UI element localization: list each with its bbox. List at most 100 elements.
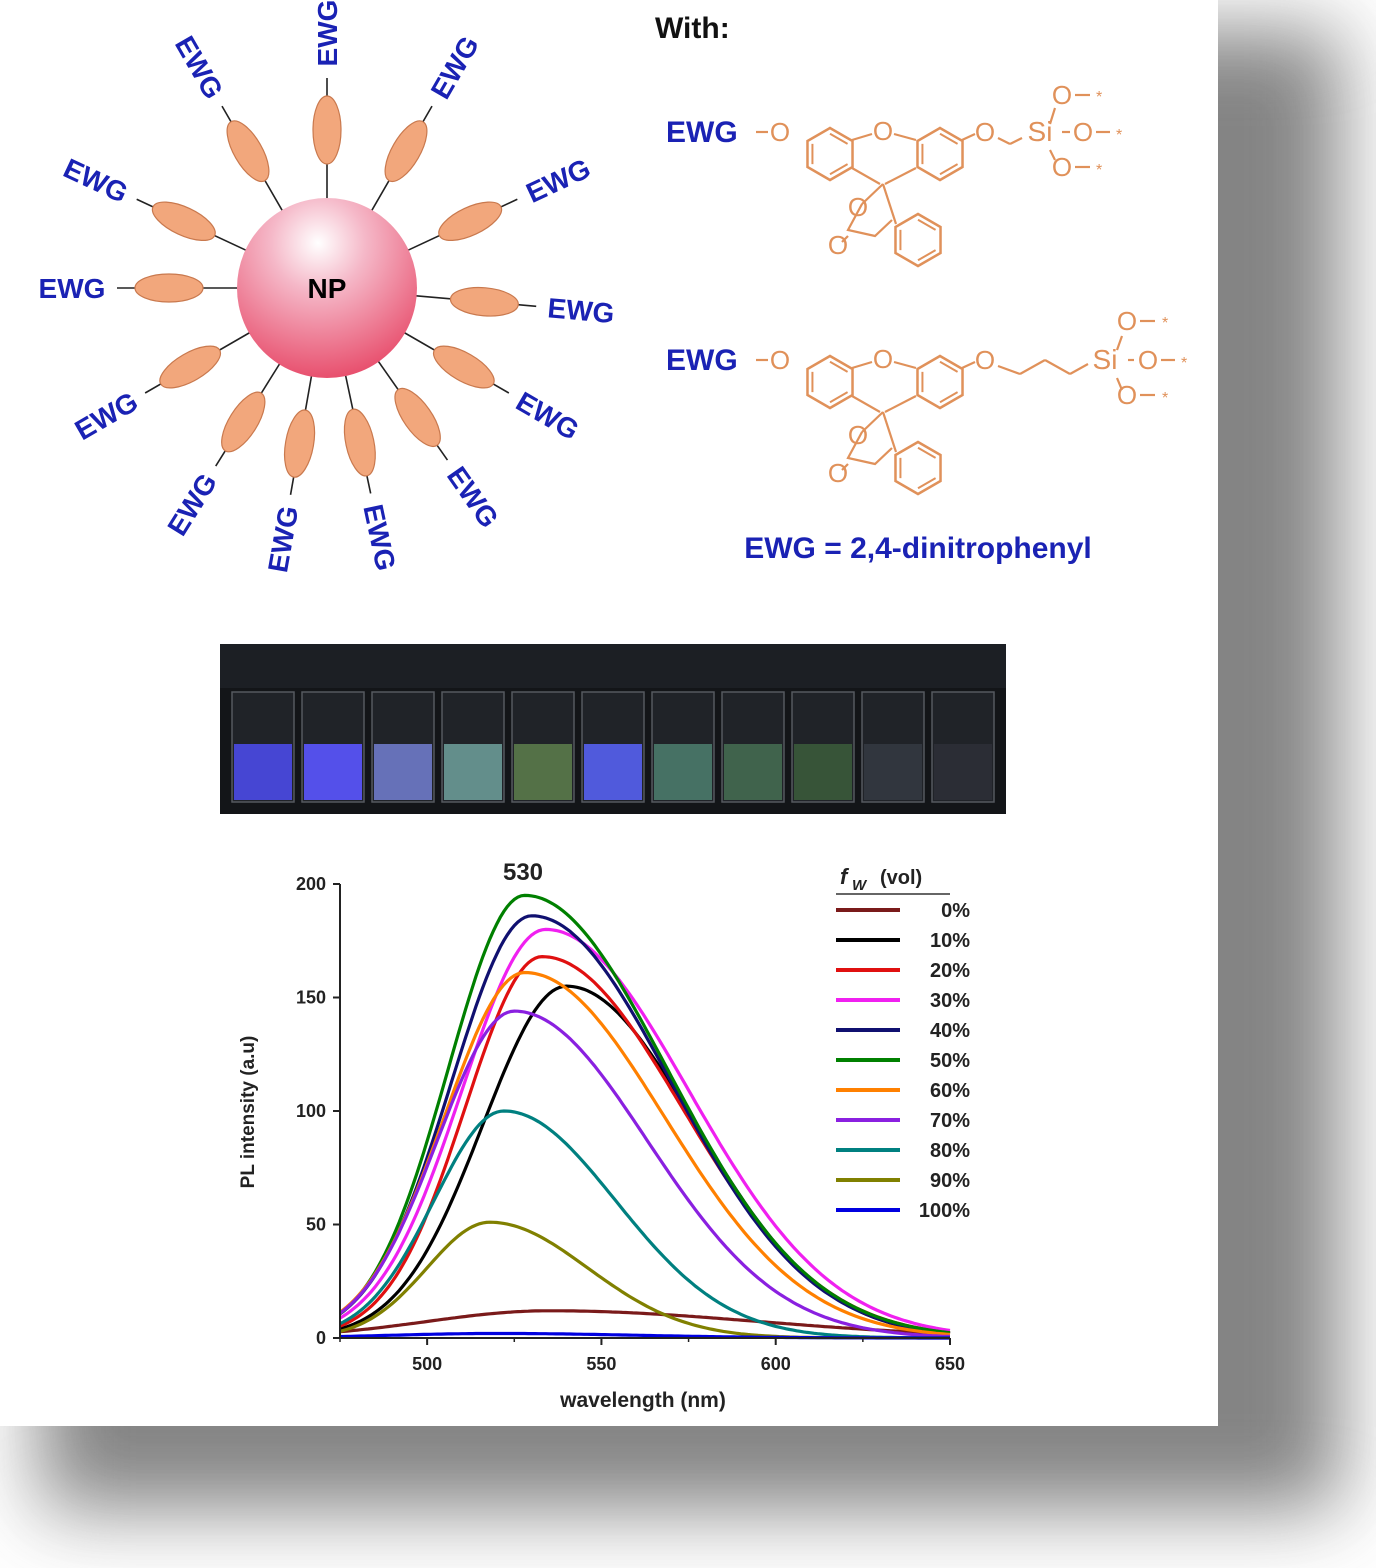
ewg-label: EWG	[521, 153, 595, 209]
legend-label: 0%	[941, 900, 970, 922]
atom-label: O	[848, 192, 868, 222]
attachment-star: *	[1181, 355, 1187, 372]
legend-label: 40%	[930, 1020, 970, 1042]
vial-fluorescence	[444, 744, 502, 800]
bond	[1049, 149, 1056, 161]
bond	[884, 395, 917, 413]
double-bond	[939, 132, 959, 145]
vial-photo	[220, 644, 1006, 814]
legend-label: 50%	[930, 1050, 970, 1072]
series-line-80pct	[339, 1109, 950, 1340]
ligand-ellipse	[134, 273, 204, 303]
double-bond	[829, 391, 849, 404]
ligand-ellipse	[221, 391, 266, 453]
ewg-label: EWG	[425, 31, 485, 104]
legend: f W (vol) 0% 10% 20% 30% 40% 50% 60% 70% 80% 90% 1…	[836, 864, 970, 1222]
ewg-label: EWG	[169, 31, 229, 104]
atom-label: O	[1052, 152, 1072, 182]
bond	[841, 235, 849, 243]
atom-label: O	[828, 230, 848, 260]
legend-label: 20%	[930, 960, 970, 982]
ligand-ellipse	[432, 345, 495, 389]
ewg-label: EWG	[441, 461, 505, 534]
atom-label: O	[1117, 380, 1137, 410]
legend-label: 60%	[930, 1080, 970, 1102]
legend-label: 100%	[919, 1200, 970, 1222]
double-bond	[917, 218, 937, 231]
series-line-70pct	[339, 1009, 951, 1339]
double-bond	[829, 163, 849, 176]
ring	[916, 354, 964, 410]
x-tick-label: 500	[412, 1354, 442, 1374]
ewg-label: EWG	[357, 502, 401, 574]
double-bond	[939, 391, 959, 404]
bond	[851, 360, 873, 370]
x-axis-label: wavelength (nm)	[559, 1389, 726, 1412]
bond	[893, 132, 917, 142]
ligand-ellipse	[226, 120, 270, 183]
ligand-ellipse	[438, 201, 503, 241]
double-bond	[829, 360, 849, 373]
legend-label: 90%	[930, 1170, 970, 1192]
vial-fluorescence	[794, 744, 852, 800]
bond	[841, 463, 849, 471]
ring	[894, 440, 942, 496]
ewg-substituent: EWG	[666, 116, 738, 149]
atom-label: O	[770, 345, 790, 375]
vial-fluorescence	[304, 744, 362, 800]
ligand-ellipse	[343, 408, 376, 477]
vial-fluorescence	[234, 744, 292, 800]
bond	[851, 167, 881, 185]
series-line-40pct	[339, 914, 951, 1335]
atom-label: O	[828, 458, 848, 488]
pl-spectrum-chart: 500 550 600 650 0 50 100 150 200 530 wavelength …	[238, 859, 970, 1412]
bond	[961, 133, 976, 141]
lactone-ring	[846, 183, 893, 238]
double-bond	[939, 163, 959, 176]
bond	[997, 137, 1011, 145]
ewg-label: EWG	[312, 0, 343, 66]
ewg-label: EWG	[59, 153, 133, 209]
bond	[1044, 359, 1071, 375]
atom-label: O	[848, 420, 868, 450]
atom-label: O	[1052, 80, 1072, 110]
y-axis-label: PL intensity (a.u)	[238, 1036, 259, 1189]
bond	[1009, 137, 1023, 145]
ligand-ellipse	[159, 345, 222, 389]
series-line-30pct	[339, 927, 951, 1333]
atom-label: O	[873, 116, 893, 146]
nanoparticle-diagram: EWG EWGEWGEWGEWGEWGEWGEWGEWGEWGEWGEWGEWG …	[39, 0, 616, 575]
core-label: NP	[308, 273, 347, 304]
x-tick-label: 650	[935, 1354, 965, 1374]
ligand-ellipse	[283, 409, 316, 478]
series-line-60pct	[339, 970, 951, 1337]
ewg-label: EWG	[70, 386, 143, 446]
series-line-0pct	[339, 1309, 951, 1336]
ewg-label: EWG	[262, 504, 304, 575]
atom-label: Si	[1093, 344, 1118, 375]
atom-label: O	[770, 117, 790, 147]
vial-fluorescence	[514, 744, 572, 800]
x-tick-label: 600	[761, 1354, 791, 1374]
ewg-label: EWG	[546, 292, 615, 329]
atom-label: Si	[1028, 116, 1053, 147]
ligand-ellipse	[384, 120, 428, 183]
bond	[884, 167, 917, 185]
bond	[1048, 107, 1057, 125]
y-tick-label: 100	[296, 1101, 326, 1121]
ewg-substituent: EWG	[666, 344, 738, 377]
attachment-star: *	[1096, 89, 1102, 106]
double-bond	[917, 249, 937, 262]
bond	[881, 183, 898, 225]
legend-label: 70%	[930, 1110, 970, 1132]
y-tick-label: 0	[316, 1328, 326, 1348]
peak-annotation: 530	[503, 859, 543, 886]
legend-label: 30%	[930, 990, 970, 1012]
bond	[1069, 363, 1089, 375]
legend-label: 80%	[930, 1140, 970, 1162]
atom-label: O	[873, 344, 893, 374]
vial-fluorescence	[584, 744, 642, 800]
ring	[806, 354, 854, 410]
vial-fluorescence	[654, 744, 712, 800]
